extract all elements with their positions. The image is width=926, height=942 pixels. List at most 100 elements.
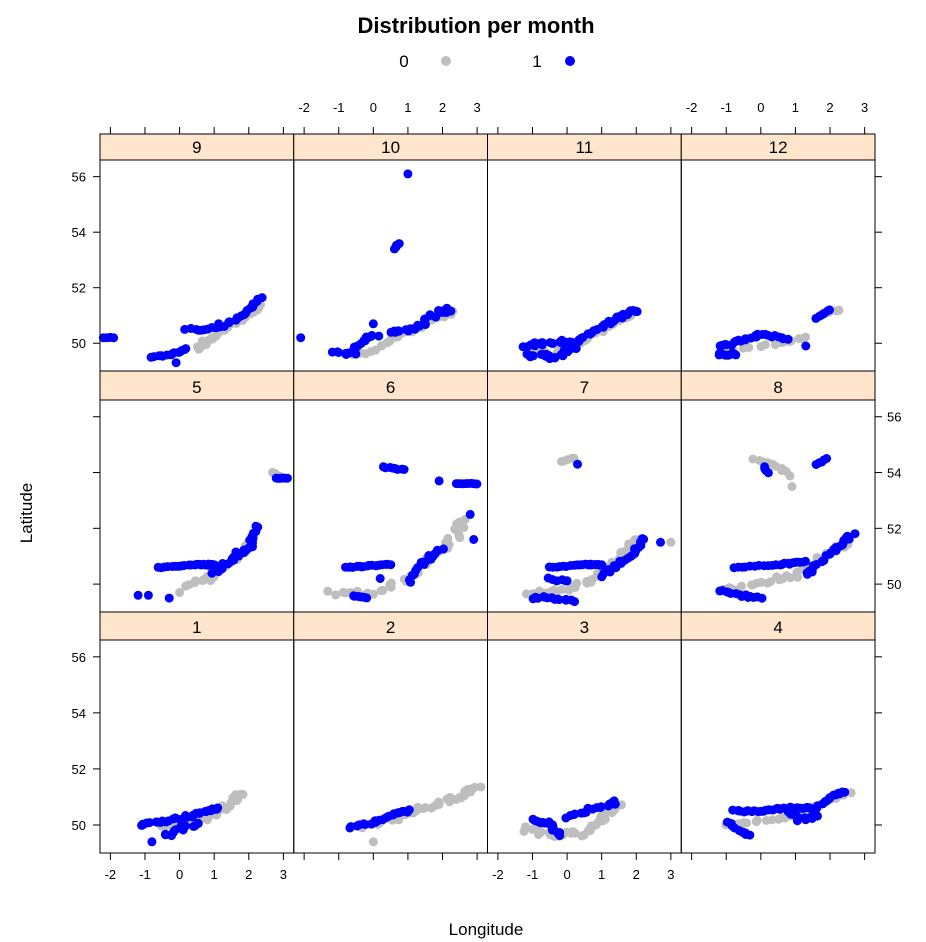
x-tick-label-top: -1 [720, 100, 732, 115]
panel-month-4: 4 [680, 611, 876, 854]
points-month-3 [519, 796, 626, 841]
data-point-group-1 [334, 348, 344, 357]
legend-marker-0 [441, 56, 451, 66]
data-point-group-1 [181, 821, 190, 831]
x-axis-title: Longitude [449, 920, 524, 939]
chart-title: Distribution per month [357, 13, 594, 38]
strip-label-month-7: 7 [580, 378, 589, 397]
y-tick-label-left: 52 [72, 762, 86, 777]
strip-label-month-4: 4 [773, 618, 782, 637]
panel-month-6: 6 [293, 370, 488, 613]
strip-label-month-10: 10 [381, 138, 400, 157]
data-point-group-1 [528, 351, 538, 361]
points-month-7 [521, 453, 676, 607]
x-tick-label-top: 3 [861, 100, 868, 115]
strip-month-1 [99, 611, 295, 641]
data-point-group-0 [443, 533, 453, 543]
points-month-10 [296, 169, 458, 359]
data-point-group-0 [742, 818, 751, 828]
data-point-group-1 [637, 534, 647, 544]
data-point-group-1 [193, 818, 203, 828]
strip-label-month-5: 5 [192, 378, 201, 397]
points-month-4 [721, 787, 856, 840]
data-point-group-1 [609, 796, 619, 806]
data-point-group-1 [555, 831, 565, 841]
data-point-group-1 [850, 529, 860, 539]
data-point-group-1 [792, 816, 802, 826]
strip-month-11 [487, 133, 682, 161]
panel-month-5: 5 [99, 370, 295, 613]
points-month-12 [714, 305, 844, 360]
x-tick-label-bottom: -2 [105, 867, 117, 882]
data-point-group-0 [175, 588, 185, 597]
data-point-group-1 [133, 590, 143, 600]
x-tick-label-top: 2 [439, 100, 446, 115]
x-tick-label-bottom: 3 [667, 867, 674, 882]
y-tick-label-right: 56 [887, 410, 901, 425]
strip-month-5 [99, 370, 295, 401]
data-point-group-1 [446, 306, 456, 316]
data-point-group-1 [822, 454, 832, 463]
y-tick-label-right: 50 [887, 577, 901, 592]
data-point-group-0 [323, 586, 333, 596]
data-point-group-1 [597, 322, 607, 331]
x-tick-label-bottom: 2 [245, 867, 252, 882]
x-tick-label-bottom: 1 [211, 867, 218, 882]
panel-frame-month-3 [487, 639, 682, 854]
data-point-group-0 [338, 587, 348, 597]
data-point-group-1 [840, 787, 850, 797]
data-point-group-0 [785, 573, 795, 583]
x-tick-label-bottom: -1 [139, 867, 151, 882]
data-point-group-0 [785, 471, 795, 481]
points-month-8 [715, 454, 860, 603]
panel-month-2: 2 [293, 611, 488, 854]
y-tick-label-left: 52 [72, 281, 86, 296]
data-point-group-1 [812, 811, 822, 821]
data-point-group-1 [631, 307, 641, 316]
data-point-group-1 [386, 560, 396, 570]
data-point-group-1 [472, 479, 482, 489]
strip-month-3 [487, 611, 682, 641]
data-point-group-1 [570, 597, 579, 607]
panel-frame-month-4 [680, 639, 876, 854]
data-point-group-1 [783, 334, 793, 344]
strip-month-9 [99, 133, 295, 161]
data-point-group-0 [744, 343, 754, 352]
data-point-group-0 [519, 826, 529, 836]
panel-month-7: 7 [487, 370, 682, 613]
data-point-group-1 [548, 338, 558, 348]
data-point-group-1 [763, 468, 773, 478]
x-tick-label-bottom: -1 [527, 867, 539, 882]
x-tick-label-top: 1 [404, 100, 411, 115]
points-month-2 [345, 782, 486, 847]
data-point-group-0 [378, 585, 388, 595]
strip-month-2 [293, 611, 488, 641]
data-point-group-1 [399, 465, 409, 474]
x-tick-label-bottom: 1 [598, 867, 605, 882]
y-tick-label-right: 52 [887, 521, 901, 536]
x-tick-label-top: -2 [686, 100, 698, 115]
data-point-group-1 [171, 358, 181, 368]
data-point-group-1 [842, 531, 852, 541]
data-point-group-0 [236, 789, 246, 799]
data-point-group-0 [801, 332, 810, 342]
y-tick-label-left: 56 [72, 170, 86, 185]
data-point-group-1 [404, 805, 414, 815]
data-point-group-0 [666, 537, 676, 547]
panel-month-3: 3 [487, 611, 682, 854]
data-point-group-1 [801, 556, 810, 566]
points-month-9 [98, 293, 267, 368]
axes: -2 -1 0 1 2 3 -2 -1 0 1 2 3-2 -1 0 1 2 3 -2 -1 0 1 2 350525456… [72, 100, 902, 882]
y-tick-label-left: 54 [72, 706, 86, 721]
strip-label-month-9: 9 [192, 138, 201, 157]
data-point-group-1 [368, 319, 378, 329]
panel-month-12: 12 [680, 133, 876, 372]
data-point-group-0 [737, 581, 746, 591]
points-month-11 [518, 306, 642, 364]
data-point-group-0 [331, 590, 341, 600]
data-point-group-0 [572, 578, 582, 588]
x-tick-label-bottom: 0 [563, 867, 570, 882]
data-point-group-1 [251, 521, 261, 531]
y-tick-label-left: 56 [72, 650, 86, 665]
